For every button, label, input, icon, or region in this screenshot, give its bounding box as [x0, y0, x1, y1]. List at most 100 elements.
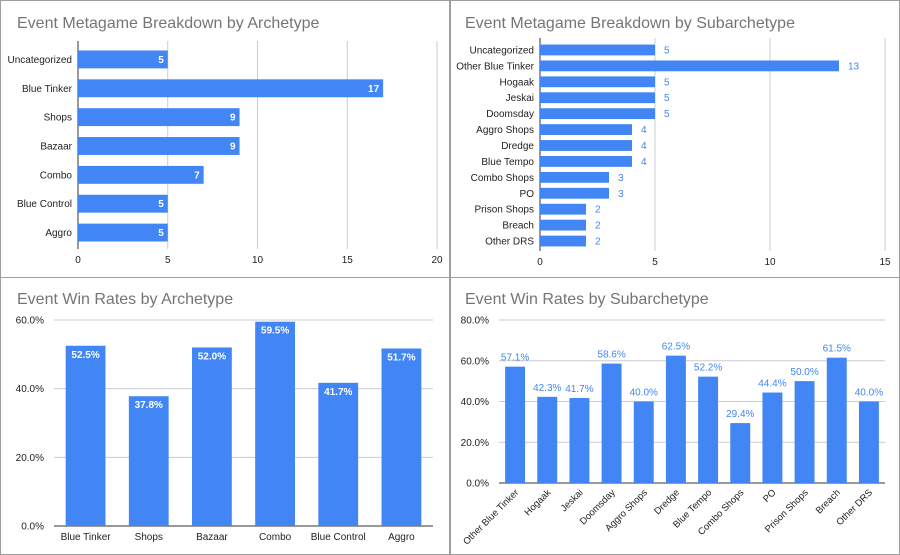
category-label: Aggro	[388, 532, 415, 543]
chart-title: Event Win Rates by Subarchetype	[465, 291, 709, 308]
subarchetype-winrate-panel: Event Win Rates by Subarchetype 0.0% 20.0…	[450, 277, 900, 555]
bar	[540, 187, 609, 199]
data-label: 50.0%	[790, 367, 818, 378]
subarchetype-breakdown-panel: Event Metagame Breakdown by Subarchetype…	[450, 0, 900, 278]
data-label: 29.4%	[726, 409, 754, 420]
category-label: Combo	[259, 532, 292, 543]
data-label: 58.6%	[597, 350, 625, 361]
data-label: 5	[664, 45, 670, 56]
data-label: 5	[664, 93, 670, 104]
category-label: Blue Control	[17, 199, 72, 210]
data-label: 2	[595, 205, 601, 216]
data-label: 40.0%	[630, 388, 658, 399]
y-tick-label: 20.0%	[16, 453, 44, 464]
bar	[540, 203, 586, 215]
bar	[255, 321, 295, 526]
chart-title: Event Win Rates by Archetype	[17, 291, 233, 308]
bar	[318, 382, 359, 526]
archetype-winrate-panel: Event Win Rates by Archetype 0.0% 20.0% 40…	[0, 277, 450, 555]
bar	[505, 366, 526, 483]
y-tick-label: 60.0%	[461, 356, 489, 367]
subarchetype-winrate-chart: Event Win Rates by Subarchetype 0.0% 20.0…	[461, 291, 885, 547]
data-label: 4	[641, 125, 647, 136]
y-tick-label: 0.0%	[466, 479, 489, 490]
bar	[537, 396, 558, 483]
archetype-winrate-chart: Event Win Rates by Archetype 0.0% 20.0% 40…	[16, 291, 433, 543]
category-label: Blue Tinker	[22, 84, 73, 95]
data-label: 40.0%	[855, 388, 883, 399]
category-label: Dredge	[652, 487, 682, 517]
data-label: 17	[368, 84, 380, 95]
data-label: 2	[595, 221, 601, 232]
category-label: Combo Shops	[471, 173, 534, 184]
data-label: 41.7%	[565, 384, 593, 395]
data-label: 62.5%	[662, 342, 690, 353]
bar	[730, 423, 751, 483]
bar	[192, 347, 232, 526]
category-label: Uncategorized	[470, 45, 534, 56]
bar	[540, 44, 655, 56]
data-label: 5	[158, 228, 164, 239]
bar	[633, 401, 654, 483]
x-tick-label: 0	[537, 257, 543, 268]
data-label: 59.5%	[261, 326, 289, 337]
data-label: 52.0%	[198, 351, 226, 362]
bar	[128, 396, 169, 526]
bar	[540, 76, 655, 88]
bar	[78, 79, 384, 98]
data-label: 4	[641, 141, 647, 152]
bar	[698, 376, 719, 483]
bar	[540, 140, 632, 151]
x-tick-label: 15	[879, 257, 891, 268]
bar	[78, 50, 168, 69]
category-label: Other DRS	[485, 237, 534, 248]
data-label: 41.7%	[324, 387, 352, 398]
bar	[540, 219, 586, 231]
data-label: 57.1%	[501, 353, 529, 364]
x-tick-label: 10	[252, 255, 264, 266]
bar	[78, 194, 168, 213]
data-label: 5	[158, 199, 164, 210]
bar	[540, 92, 655, 104]
category-label: PO	[761, 487, 778, 504]
x-tick-label: 15	[342, 255, 354, 266]
y-tick-label: 20.0%	[461, 438, 489, 449]
bar	[569, 398, 590, 483]
category-label: Blue Control	[311, 532, 366, 543]
category-label: Hogaak	[522, 487, 553, 518]
data-label: 52.5%	[71, 350, 99, 361]
data-label: 2	[595, 237, 601, 248]
category-label: Blue Tinker	[61, 532, 112, 543]
bar	[601, 363, 622, 483]
data-label: 5	[158, 55, 164, 66]
category-label: Bazaar	[40, 142, 72, 153]
subarchetype-breakdown-chart: Event Metagame Breakdown by Subarchetype…	[456, 15, 891, 268]
category-label: Breach	[814, 487, 843, 516]
x-tick-label: 5	[165, 255, 171, 266]
data-label: 4	[641, 157, 647, 168]
data-label: 52.2%	[694, 363, 722, 374]
data-label: 7	[194, 170, 200, 181]
x-tick-label: 10	[764, 257, 776, 268]
category-label: Blue Tempo	[481, 157, 534, 168]
chart-title: Event Metagame Breakdown by Archetype	[17, 15, 319, 32]
bar	[78, 137, 240, 155]
bar	[540, 124, 632, 135]
data-label: 13	[848, 61, 860, 72]
bar	[540, 171, 609, 183]
data-label: 9	[230, 142, 236, 153]
data-label: 61.5%	[823, 344, 851, 355]
chart-title: Event Metagame Breakdown by Subarchetype	[465, 15, 795, 32]
category-label: Shops	[135, 532, 163, 543]
y-tick-label: 80.0%	[461, 316, 489, 327]
category-label: Doomsday	[486, 109, 534, 120]
data-label: 42.3%	[533, 383, 561, 394]
bar	[762, 392, 783, 483]
category-label: PO	[520, 189, 535, 200]
data-label: 44.4%	[758, 379, 786, 390]
category-label: Jeskai	[559, 487, 586, 514]
category-label: Jeskai	[506, 93, 534, 104]
bar	[78, 223, 168, 242]
category-label: Aggro	[45, 228, 72, 239]
y-tick-label: 40.0%	[16, 384, 44, 395]
